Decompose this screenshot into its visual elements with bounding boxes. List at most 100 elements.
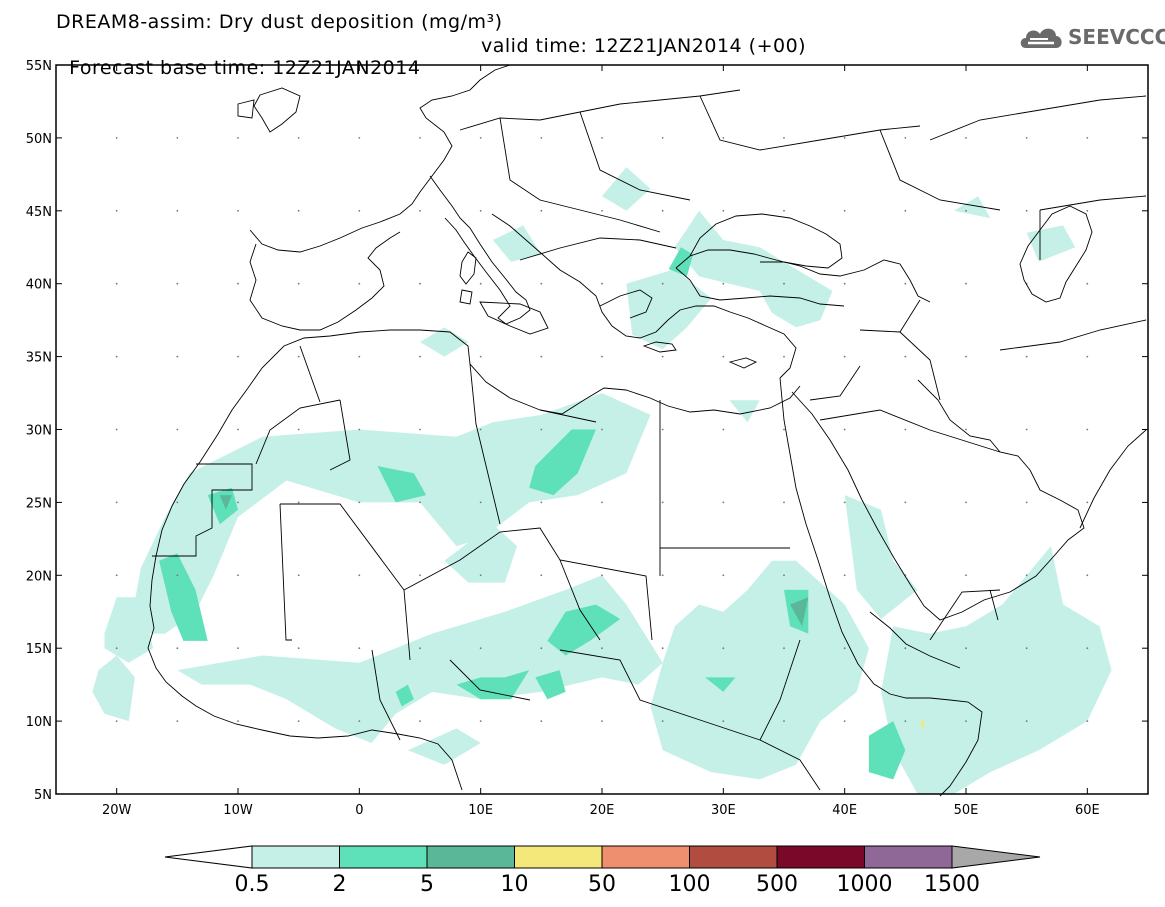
legend-label: 1000 [837,872,893,897]
grid-dot [661,647,664,650]
grid-dot [115,647,118,650]
grid-dots [115,137,1089,722]
grid-dot [297,720,300,722]
axis-ticks: 20W 10W 0 10E 20E 30E 40E 50E 60E 55N 50N 45N 40N 35N… [26,59,1148,818]
dust-area-2-5 [668,247,693,277]
grid-dot [904,428,907,431]
grid-dot [115,209,118,212]
dust-area-2-5 [535,670,566,700]
grid-dot [783,137,785,139]
grid-dot [722,574,725,577]
lon-tick-label: 0 [355,803,363,818]
grid-dot [965,501,967,504]
grid-dot [1025,574,1028,577]
grid-dot [237,282,239,285]
grid-dot [419,137,421,139]
legend-label: 1500 [924,872,980,897]
grid-dot [176,137,179,139]
grid-dot [965,428,967,431]
dust-area-0.5-2 [407,728,481,765]
grid-dot [419,282,421,285]
lat-tick-label: 5N [34,788,52,803]
grid-dot [904,137,907,139]
grid-dot [783,355,785,358]
grid-dot [540,501,543,504]
dust-area-0.5-2 [602,167,651,211]
grid-dot [661,282,664,285]
cloud-icon [1020,28,1062,48]
legend-label: 500 [756,872,798,897]
grid-dot [176,428,179,431]
grid-dot [115,720,118,722]
grid-dot [479,209,482,212]
dust-area-0.5-2 [128,393,651,634]
grid-dot [115,574,118,577]
lon-tick-label: 20W [102,803,132,818]
grid-dot [722,647,725,650]
grid-dot [1086,282,1089,285]
grid-dot [843,647,846,650]
grid-dot [783,209,785,212]
legend-bin [514,845,603,869]
legend-bin [776,845,865,869]
grid-dot [540,428,543,431]
grid-dot [722,720,725,722]
grid-dot [722,137,725,139]
dust-area-0.5-2 [626,269,712,350]
grid-dot [176,355,179,358]
grid-dot [297,428,300,431]
grid-dot [358,428,361,431]
lon-tick-label: 20E [590,803,615,818]
grid-dot [843,428,846,431]
legend-label: 50 [588,872,616,897]
dust-area-0.5-2 [177,575,663,743]
dust-area-0.5-2 [1026,225,1076,262]
grid-dot [419,720,421,722]
grid-dot [1025,209,1028,212]
grid-dot [237,209,239,212]
grid-dot [176,209,179,212]
legend-bin [689,845,778,869]
lon-tick-label: 30E [711,803,736,818]
forecast-base-time: Forecast base time: 12Z21JAN2014 [69,57,421,79]
grid-dot [419,574,421,577]
grid-dot [358,209,361,212]
dust-area-2-5 [705,677,736,692]
grid-dot [722,428,725,431]
grid-dot [237,355,239,358]
grid-dot [601,428,603,431]
legend-label: 5 [420,872,434,897]
grid-dot [904,647,907,650]
map-title: DREAM8-assim: Dry dust deposition (mg/m³… [56,11,503,33]
dust-area-0.5-2 [674,210,833,328]
legend-bin [601,845,690,869]
grid-dot [540,647,543,650]
grid-dot [115,137,118,139]
grid-dot [297,209,300,212]
seevccc-logo: SEEVCCC [1018,24,1165,50]
grid-dot [1086,428,1089,431]
grid-dot [540,282,543,285]
grid-dot [601,137,603,139]
grid-dot [540,355,543,358]
grid-dot [419,355,421,358]
grid-dot [965,720,967,722]
dust-area-0.5-2 [492,225,542,262]
map-subtitle: Forecast base time: 12Z21JAN2014 valid t… [56,35,805,101]
grid-dot [358,137,361,139]
grid-dot [904,355,907,358]
dust-area-2-5 [159,553,208,641]
grid-dot [965,209,967,212]
lat-tick-label: 35N [26,351,52,366]
valid-time: valid time: 12Z21JAN2014 (+00) [481,35,807,57]
grid-dot [1025,647,1028,650]
dust-area-2-5 [377,466,427,503]
grid-dot [1025,137,1028,139]
grid-dot [1086,647,1089,650]
grid-dot [237,428,239,431]
legend-bin [864,845,953,869]
grid-dot [176,647,179,650]
grid-dot [115,355,118,358]
grid-dot [1086,209,1089,212]
